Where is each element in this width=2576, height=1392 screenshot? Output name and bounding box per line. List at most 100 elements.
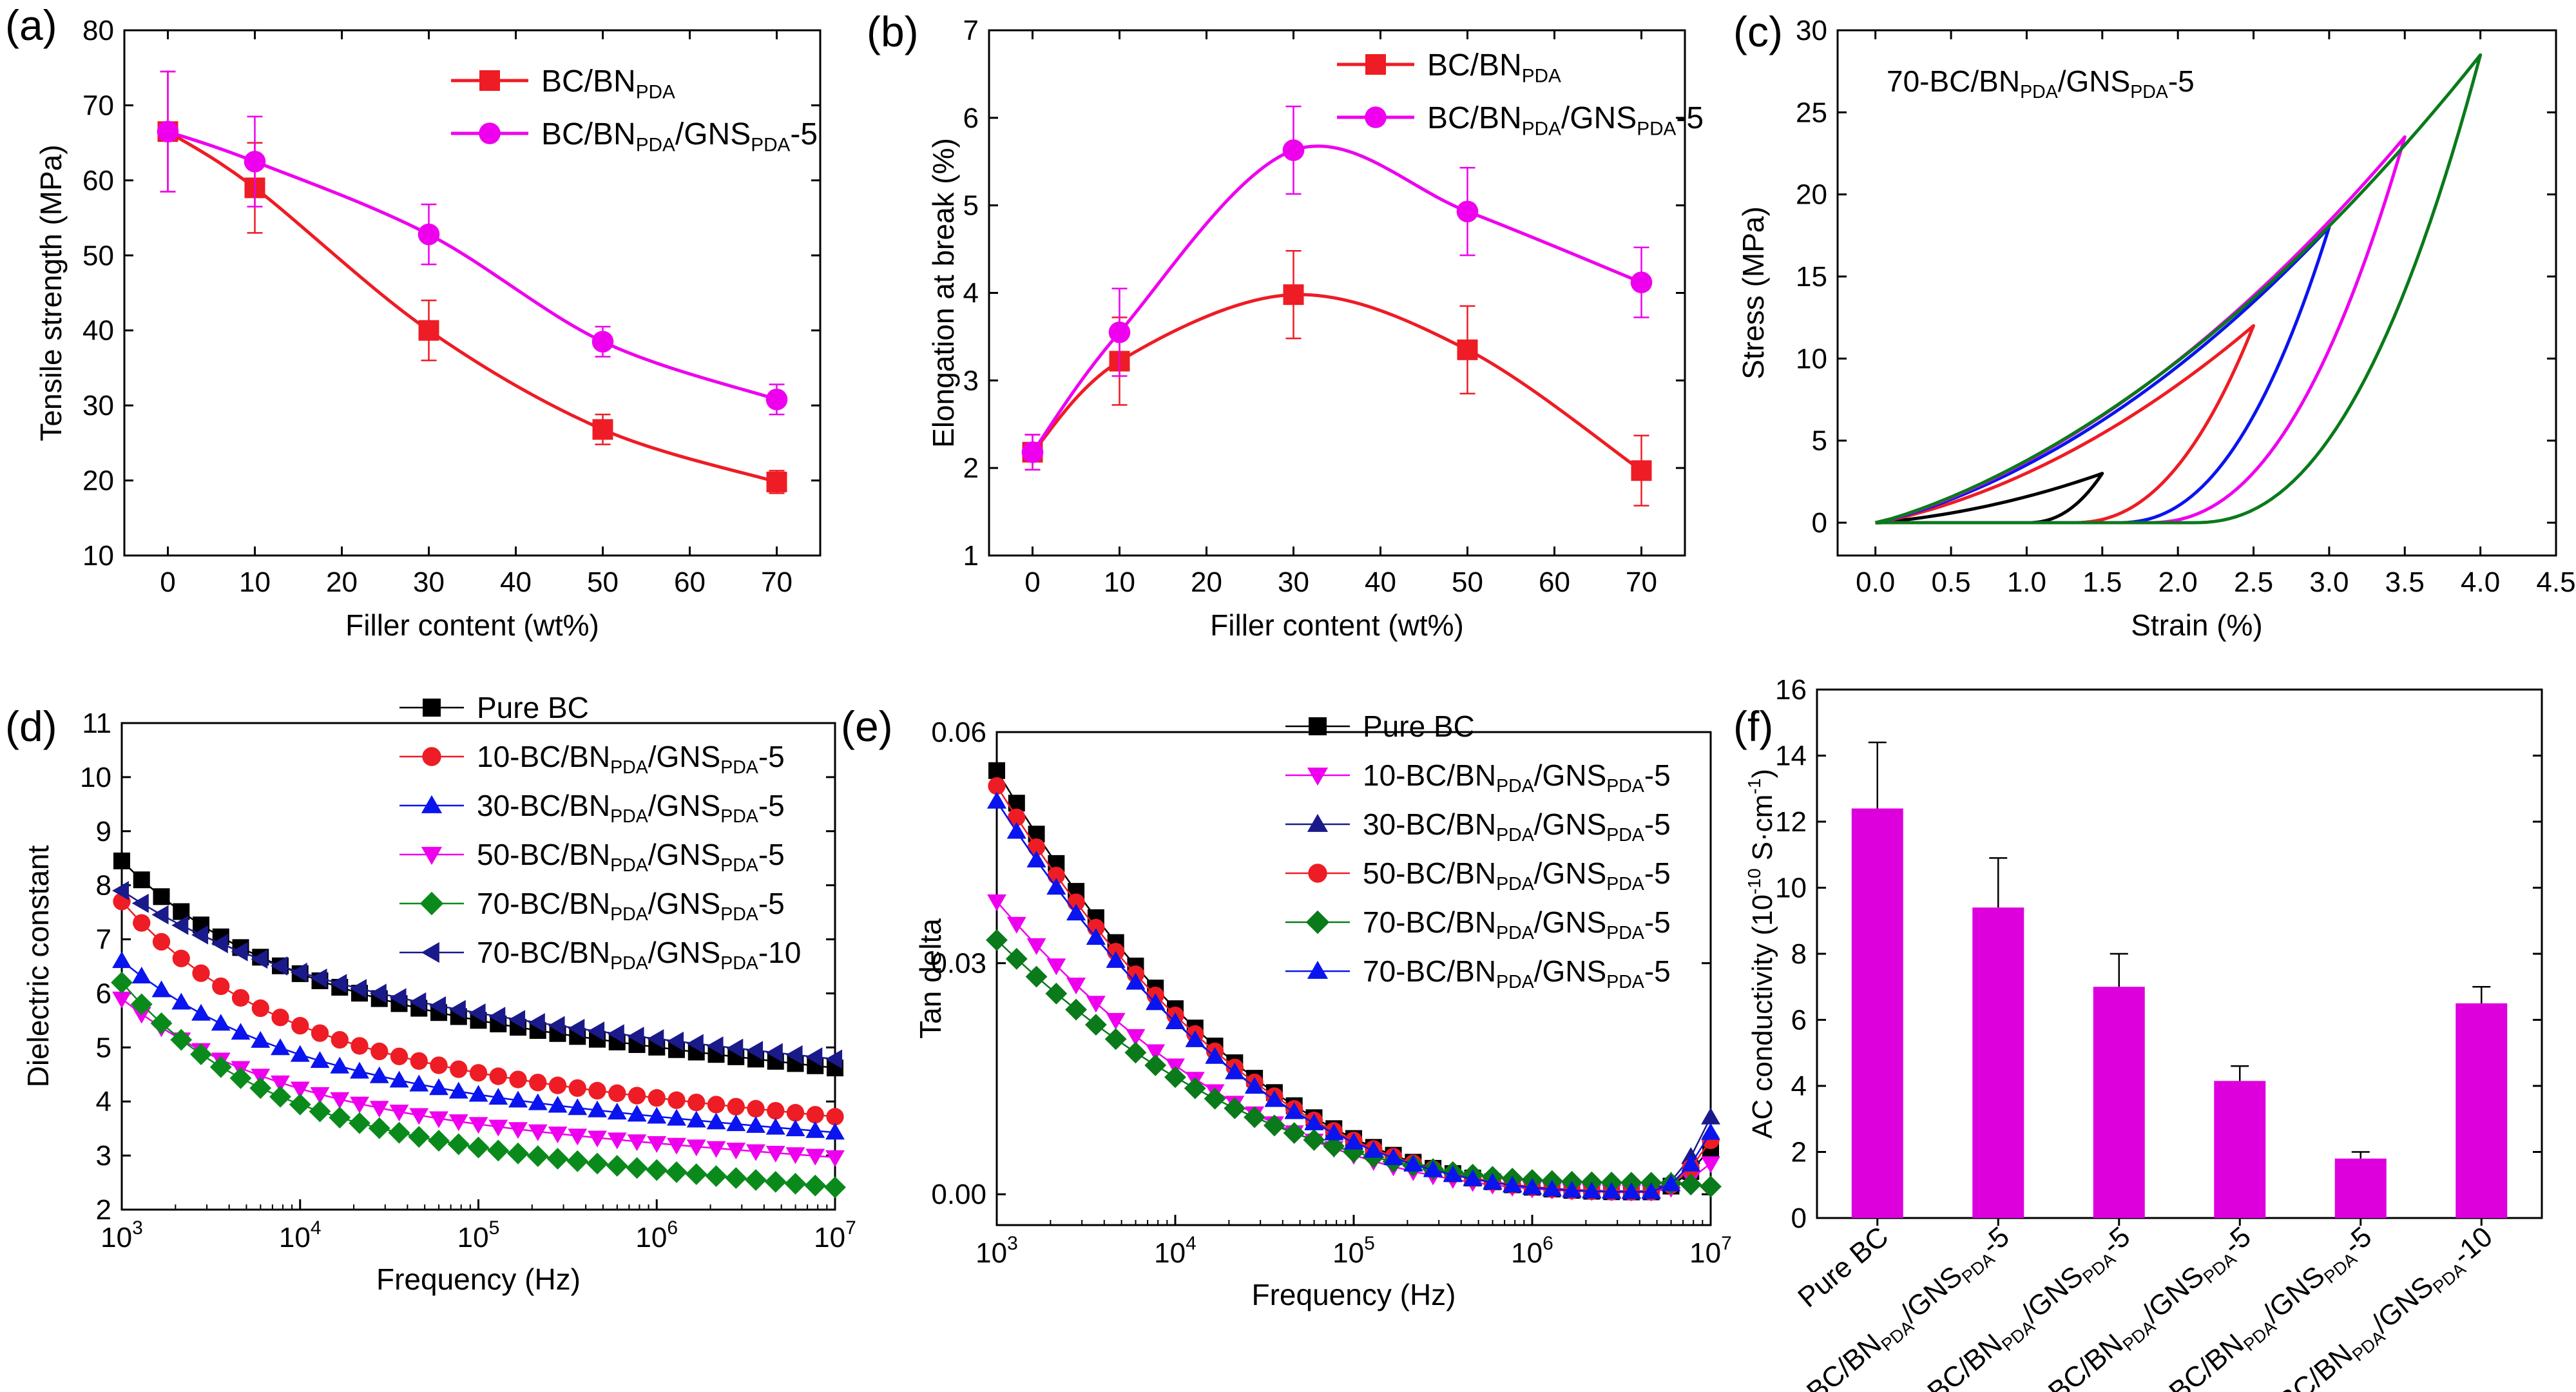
label-part-name: BC/BN [1427,48,1522,82]
y-tick-label-1: 3 [96,1140,111,1172]
data-point [765,389,788,411]
label-part-sub2: PDA [1606,776,1644,797]
x-tick-label-6: 3.0 [2309,566,2349,598]
data-point [1205,1047,1225,1064]
tick-base: 10 [1154,1237,1186,1269]
data-point [1523,1177,1542,1195]
data-point [330,1056,350,1074]
data-point [487,1139,510,1162]
data-point [1066,904,1086,921]
tick-base: 10 [976,1237,1007,1269]
x-tick-label-0: 103 [976,1233,1018,1269]
label-part-sub: PDA [1496,874,1534,894]
label-part-mid: /GNS [1534,807,1606,841]
chart-panel-b: 0 10 20 30 40 50 60 70 1 2 3 4 5 6 7 Filler content (wt… [867,8,1704,642]
data-point [349,1112,370,1134]
label-part-mid: /GNS [2058,64,2130,98]
tick-exponent: 7 [1721,1233,1732,1254]
data-point [448,1081,468,1099]
tick-exponent: 6 [667,1217,678,1239]
data-point [786,1104,805,1122]
series-4: 70-BC/BNPDA/GNSPDA-5 [111,887,846,1199]
y-tick-label-2: 4 [96,1086,111,1117]
tick-base: 10 [1511,1237,1543,1269]
bar [1972,907,2024,1218]
y-tick-label-0: 10 [82,540,114,572]
data-point [529,1074,547,1092]
data-point [1383,1148,1403,1165]
label-part-sub: PDA [1496,972,1534,992]
legend-marker [421,942,439,963]
x-tick-label-1: 104 [1154,1233,1197,1269]
y-tick-label-1: 20 [82,465,114,497]
tick-exponent: 6 [1543,1233,1553,1254]
legend-label: 30-BC/BNPDA/GNSPDA-5 [1363,807,1671,846]
label-part-suffix: -5 [1644,954,1671,988]
data-point [133,871,150,889]
data-point [468,1117,488,1134]
label-part-sub: PDA [2020,82,2058,102]
data-point [488,1119,508,1137]
legend-label: 70-BC/BNPDA/GNSPDA-5 [477,887,785,925]
data-point [988,762,1005,779]
label-part-sub: PDA [1522,66,1561,87]
data-point [209,1056,232,1078]
series-5: 70-BC/BNPDA/GNSPDA-10 [112,881,843,1069]
legend-label: 50-BC/BNPDA/GNSPDA-5 [477,838,785,876]
panel-label: (b) [867,8,919,55]
legend-marker [479,70,500,91]
data-point [705,1165,727,1187]
data-point [290,1045,310,1062]
data-point [1006,916,1026,934]
data-point [191,925,209,945]
label-part-sub: PDA [1522,119,1561,140]
label-part-name: 70-BC/BN [477,936,610,969]
data-point [667,1108,686,1126]
y-tick-label-5: 60 [82,165,114,197]
chart-panel-c: 0.0 0.5 1.0 1.5 2.0 2.5 3.0 3.5 4.0 4.5 0 5 10 15 20 25… [1733,8,2576,642]
data-point [1126,1029,1146,1046]
tick-exponent: 3 [1007,1233,1018,1254]
x-tick-label-9: 4.5 [2536,566,2575,598]
y-tick-label-2: 4 [1791,1070,1807,1102]
y-tick-label-5: 10 [1775,873,1807,904]
x-tick-label-7: 70 [1626,566,1657,598]
data-point [408,1126,430,1148]
data-point [1086,928,1106,945]
label-part-mid: /GNS [648,740,720,773]
data-point [251,949,268,969]
tick-base: 10 [101,1222,132,1253]
data-point [528,1012,545,1032]
tick-base: 10 [1332,1237,1364,1269]
bar [2456,1003,2508,1218]
data-point [646,1159,668,1181]
data-point [1124,1041,1147,1064]
label-part-sub2: PDA [1606,825,1644,846]
data-point [1304,1113,1324,1130]
legend-label: 70-BC/BNPDA/GNSPDA-10 [477,936,801,974]
data-point [429,1111,448,1128]
panel-label: (a) [5,1,57,49]
data-point [1245,1077,1265,1094]
data-point [1026,938,1046,955]
legend-label: 50-BC/BNPDA/GNSPDA-5 [1363,856,1671,894]
data-point [1045,982,1068,1005]
data-point [231,1023,251,1040]
label-part-name: 30-BC/BN [1363,807,1496,841]
data-point [152,933,171,951]
data-point [370,1042,389,1061]
y-tick-label-3: 6 [1791,1005,1807,1036]
y-tick-label-4: 50 [82,240,114,271]
data-point [1108,321,1131,343]
tick-base: 10 [814,1222,845,1253]
data-point [111,971,133,994]
y-tick-label-6: 30 [1796,15,1827,46]
data-point [231,989,250,1007]
y-tick-label-6: 12 [1775,806,1807,838]
legend-marker [1308,864,1327,883]
y-tick-label-8: 10 [80,762,111,793]
label-part-suffix: -5 [1644,905,1671,939]
annotation: 70-BC/BNPDA/GNSPDA-5 [1887,64,2195,102]
data-point [764,1170,787,1193]
series-5: 70-BC/BNPDA/GNSPDA-5 [987,791,1720,1199]
